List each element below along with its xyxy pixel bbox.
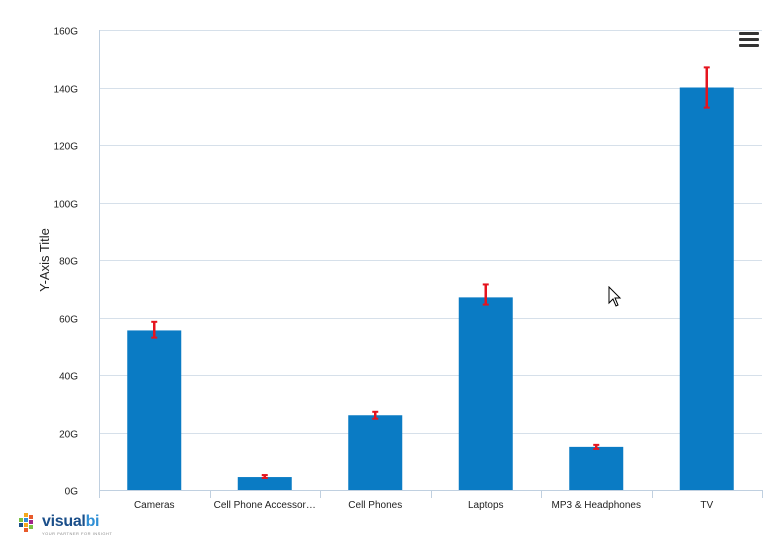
x-tick-label: Cameras: [134, 500, 175, 511]
logo-cube-icon: [19, 513, 33, 532]
logo-tagline: YOUR PARTNER FOR INSIGHT: [42, 531, 113, 536]
x-tick-label: MP3 & Headphones: [551, 500, 641, 511]
y-tick-label: 100G: [54, 200, 79, 211]
y-tick-label: 0G: [65, 487, 79, 498]
x-tick-label: TV: [700, 500, 713, 511]
y-tick-label: 140G: [54, 85, 79, 96]
x-tick-labels: Cameras Cell Phone Accessor… Cell Phones La…: [134, 500, 714, 511]
y-tick-label: 120G: [54, 142, 79, 153]
bars: [127, 87, 734, 491]
y-tick-label: 80G: [59, 257, 78, 268]
gridlines: [99, 30, 762, 434]
bar[interactable]: [458, 297, 513, 490]
y-tick-label: 20G: [59, 430, 78, 441]
y-tick-labels: 0G 20G 40G 60G 80G 100G 120G 140G 160G: [54, 27, 79, 498]
axes: [99, 30, 763, 498]
bar[interactable]: [679, 87, 734, 491]
error-bar: [482, 283, 489, 306]
mouse-pointer-icon: [608, 286, 622, 307]
bar[interactable]: [237, 477, 292, 490]
x-tick-label: Cell Phone Accessor…: [214, 500, 316, 511]
visualbi-logo: visualbi YOUR PARTNER FOR INSIGHT: [18, 510, 128, 540]
x-tick-label: Cell Phones: [348, 500, 402, 511]
x-tick-label: Laptops: [468, 500, 504, 511]
error-bars: [151, 66, 710, 479]
error-bar: [593, 443, 600, 450]
bar[interactable]: [569, 446, 624, 490]
logo-wordmark: visualbi: [42, 513, 100, 530]
y-tick-label: 160G: [54, 27, 79, 38]
y-tick-label: 40G: [59, 372, 78, 383]
y-tick-label: 60G: [59, 315, 78, 326]
bar[interactable]: [348, 415, 403, 490]
y-axis-title: Y-Axis Title: [37, 228, 52, 292]
error-bar: [261, 474, 268, 479]
error-bar: [151, 320, 158, 339]
bar[interactable]: [127, 330, 182, 490]
error-bar: [372, 410, 379, 420]
hamburger-menu-icon[interactable]: [739, 32, 759, 50]
error-bar: [703, 66, 710, 109]
